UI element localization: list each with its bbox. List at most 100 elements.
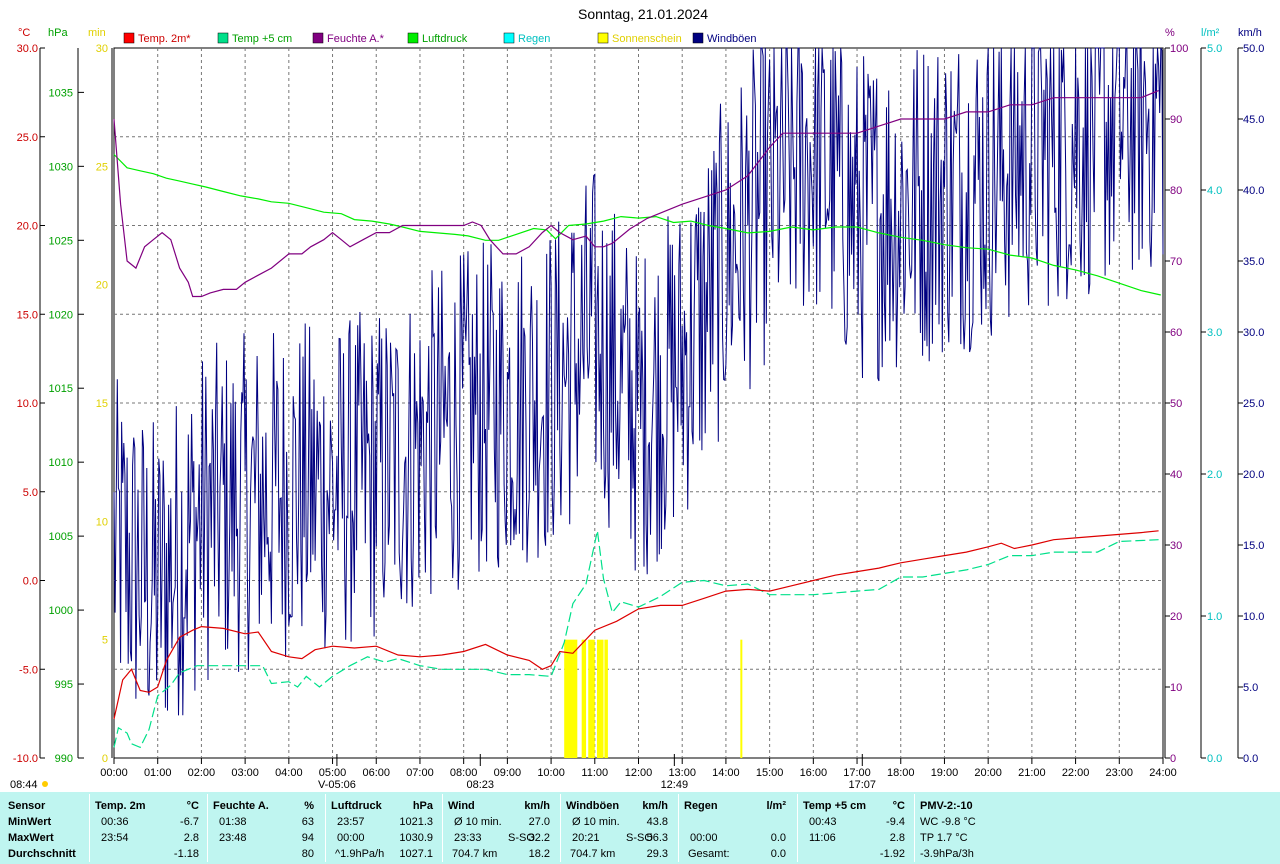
x-tick: 20:00 [974,767,1002,779]
min-time: Ø 10 min. [454,816,502,828]
max-value: 94 [301,832,314,844]
wind-tick: 30.0 [1243,327,1264,339]
grid [114,48,1163,758]
avg-label: 704.7 km [452,848,498,860]
temp-tick: 20.0 [17,221,38,233]
x-tick: 19:00 [931,767,959,779]
row-label: MaxWert [8,832,54,844]
temp-tick: 0.0 [23,576,38,588]
humidity-tick: 90 [1170,114,1182,126]
pressure-tick: 1035 [49,87,73,99]
sunshine-tick: 15 [96,398,108,410]
pressure-unit: hPa [48,27,68,39]
x-tick: 17:00 [843,767,871,779]
max-time: 23:48 [219,832,247,844]
legend-label: Temp +5 cm [232,33,292,45]
sunrise-left-label: 08:44 [10,779,38,791]
max-time: 23:54 [101,832,129,844]
temp2m-line [113,530,1159,720]
legend-label: Feuchte A.* [327,33,385,45]
min-time: 00:36 [101,816,129,828]
humidity-tick: 70 [1170,256,1182,268]
legend-swatch [312,32,324,44]
pressure-tick: 990 [55,753,73,765]
max-time: 11:06 [809,832,836,844]
sunshine-tick: 0 [102,753,108,765]
legend-label: Sonnenschein [612,33,682,45]
x-tick: 08:00 [450,767,478,779]
legend-label: Luftdruck [422,33,468,45]
sunshine-tick: 10 [96,516,108,528]
rain-tick: 5.0 [1207,43,1222,55]
x-tick: 00:00 [100,767,128,779]
wind-tick: 20.0 [1243,469,1264,481]
column-separator [442,794,443,862]
x-tick: 14:00 [712,767,740,779]
avg-value: 1027.1 [399,848,433,860]
column-header: PMV-2:-10 [920,800,973,812]
min-value: 43.8 [646,816,668,828]
column-header: Regen [684,800,718,812]
column-header: Wind [448,800,475,812]
sunshine-bar [740,639,743,758]
row-label: Sensor [8,800,46,812]
column-separator [325,794,326,862]
min-time: 23:57 [337,816,365,828]
avg-label: Gesamt: [688,848,730,860]
avg-value: 18.2 [528,848,550,860]
x-tick: 01:00 [144,767,172,779]
x-tick: 24:00 [1149,767,1177,779]
temp-unit: °C [18,27,30,39]
rain-unit: l/m² [1201,27,1220,39]
pressure-line [113,154,1161,296]
humidity-tick: 40 [1170,469,1182,481]
wind-tick: 45.0 [1243,114,1264,126]
rain-tick: 2.0 [1207,469,1222,481]
wind-tick: 40.0 [1243,185,1264,197]
pressure-tick: 1025 [49,235,73,247]
min-value: -6.7 [180,816,199,828]
chart-title: Sonntag, 21.01.2024 [578,6,708,22]
wind-unit: km/h [1238,27,1262,39]
sun-markers: 08:44 V-05:06 08:23 12:49 17:07 [10,754,876,791]
max-time: 23:33 [454,832,482,844]
weather-chart: Sonntag, 21.01.2024 Temp. 2m* Temp +5 cm F… [10,6,1264,791]
avg-value: 29.3 [646,848,668,860]
x-tick: 09:00 [494,767,522,779]
avg-value: -1.18 [173,848,199,860]
column-header: Temp +5 cm [803,800,867,812]
humidity-tick: 0 [1170,753,1176,765]
sunshine-bar [588,639,595,758]
min-time: 01:38 [219,816,247,828]
column-unit: km/h [524,800,550,812]
max-time: 20:21 [572,832,600,844]
wind-tick: 35.0 [1243,256,1264,268]
x-tick: 18:00 [887,767,915,779]
x-tick: 22:00 [1062,767,1090,779]
pressure-tick: 1020 [49,309,73,321]
rain-tick: 4.0 [1207,185,1222,197]
column-separator [797,794,798,862]
x-tick: 06:00 [362,767,390,779]
column-header: Luftdruck [331,800,382,812]
right-axes: 0 10 20 30 40 50 60 70 80 90 100 0.0 1.0 2.0 3.0 4.0 5.0… [1164,43,1264,765]
temp5cm-line [113,530,1159,749]
sunshine-tick: 20 [96,280,108,292]
max-value: 2.8 [889,832,905,844]
sunshine-bar [564,639,578,758]
sunshine-bar [596,639,604,758]
windgust-line [113,47,1164,716]
statistics-table: Sensor MinWert MaxWert Durchschnitt Temp. 2m… [0,792,1280,864]
column-unit: °C [892,800,905,812]
temp-tick: 15.0 [17,309,38,321]
wind-tick: 10.0 [1243,611,1264,623]
min-time: WC -9.8 °C [920,816,976,828]
humidity-tick: 60 [1170,327,1182,339]
rain-tick: 1.0 [1207,611,1222,623]
temp-tick: 30.0 [17,43,38,55]
avg-value: 0.0 [770,848,786,860]
x-tick: 16:00 [800,767,828,779]
column-separator [560,794,561,862]
sun-icon [42,781,48,787]
avg-value: -1.92 [879,848,905,860]
